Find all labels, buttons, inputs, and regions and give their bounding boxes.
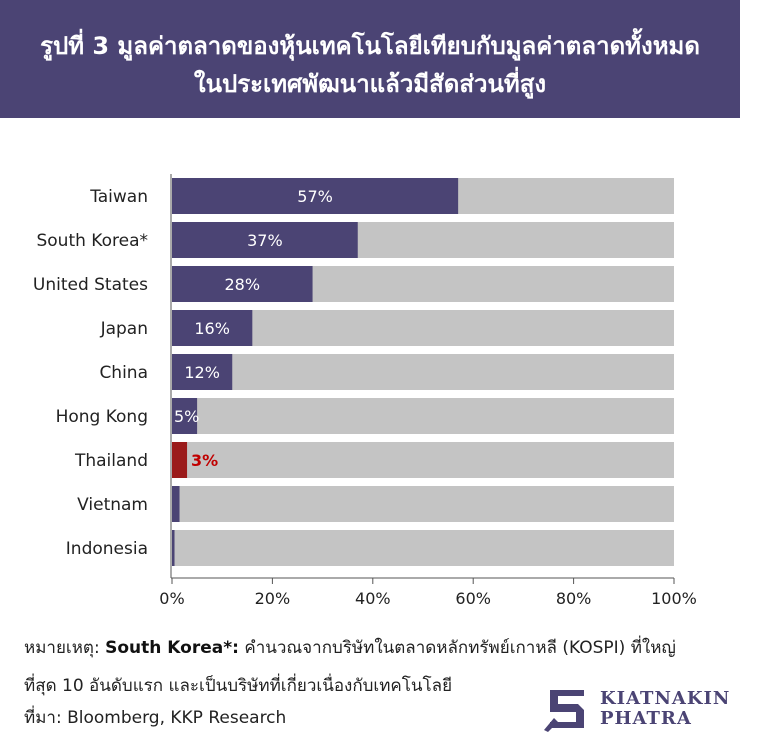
note-text-1: คำนวณจากบริษัทในตลาดหลักทรัพย์เกาหลี (KO… xyxy=(244,638,676,658)
logo-text-line-1: KIATNAKIN xyxy=(600,688,731,709)
bar-remainder-hong-kong xyxy=(172,398,674,434)
bar-vietnam xyxy=(172,486,180,522)
note-prefix: หมายเหตุ: xyxy=(24,638,100,658)
category-label-japan: Japan xyxy=(100,319,148,339)
company-logo: KIATNAKIN PHATRA xyxy=(544,686,744,732)
bar-hong-kong xyxy=(172,398,198,434)
value-label-china: 12% xyxy=(184,363,220,382)
x-tick-label-5: 100% xyxy=(651,589,697,608)
category-label-vietnam: Vietnam xyxy=(77,495,148,515)
bar-remainder-thailand xyxy=(172,442,674,478)
value-label-japan: 16% xyxy=(194,319,230,338)
category-label-china: China xyxy=(99,363,148,383)
x-tick-label-1: 20% xyxy=(255,589,291,608)
category-label-taiwan: Taiwan xyxy=(89,187,148,207)
x-tick-label-3: 60% xyxy=(455,589,491,608)
bar-japan xyxy=(172,310,253,346)
category-label-thailand: Thailand xyxy=(74,451,148,471)
x-tick-label-0: 0% xyxy=(159,589,184,608)
bar-remainder-china xyxy=(172,354,674,390)
bar-remainder-indonesia xyxy=(172,530,674,566)
logo-text-line-2: PHATRA xyxy=(600,708,692,729)
bar-indonesia xyxy=(172,530,175,566)
bar-remainder-vietnam xyxy=(172,486,674,522)
bar-remainder-japan xyxy=(172,310,674,346)
value-label-united-states: 28% xyxy=(224,275,260,294)
value-label-taiwan: 57% xyxy=(297,187,333,206)
bar-united-states xyxy=(172,266,313,302)
category-label-hong-kong: Hong Kong xyxy=(56,407,148,427)
value-label-south-korea: 37% xyxy=(247,231,283,250)
chart-title-line-2: ในประเทศพัฒนาแล้วมีสัดส่วนที่สูง xyxy=(193,70,547,98)
category-label-united-states: United States xyxy=(33,275,148,295)
value-label-hong-kong: 5% xyxy=(174,407,199,426)
x-tick-label-4: 80% xyxy=(556,589,592,608)
note-line-1: หมายเหตุ: South Korea*: คำนวณจากบริษัทใน… xyxy=(24,634,676,661)
note-line-2: ที่สุด 10 อันดับแรก และเป็นบริษัทที่เกี่… xyxy=(24,676,453,696)
chart-title-line-1: รูปที่ 3 มูลค่าตลาดของหุ้นเทคโนโลยีเทียบ… xyxy=(40,32,700,60)
source-line: ที่มา: Bloomberg, KKP Research xyxy=(24,708,287,728)
category-label-indonesia: Indonesia xyxy=(66,539,148,559)
bar-south-korea xyxy=(172,222,358,258)
note-term: South Korea*: xyxy=(105,638,239,658)
bar-taiwan xyxy=(172,178,459,214)
title-banner: รูปที่ 3 มูลค่าตลาดของหุ้นเทคโนโลยีเทียบ… xyxy=(0,0,740,118)
value-label-thailand: 3% xyxy=(191,451,218,470)
bar-chart: Taiwan 57% South Korea* 37% United States 28%… xyxy=(33,174,697,608)
bar-china xyxy=(172,354,233,390)
x-tick-label-2: 40% xyxy=(355,589,391,608)
category-label-south-korea: South Korea* xyxy=(36,231,148,251)
bar-thailand xyxy=(172,442,188,478)
logo-mark-icon xyxy=(544,690,584,732)
